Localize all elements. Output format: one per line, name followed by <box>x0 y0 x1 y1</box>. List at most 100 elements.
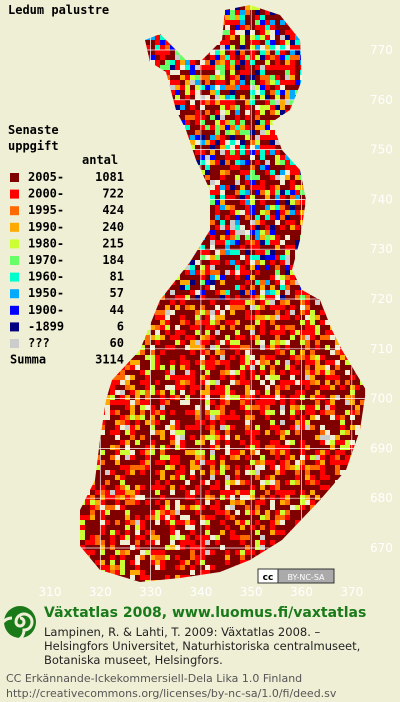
map-cell <box>165 95 170 100</box>
map-cell <box>325 330 330 335</box>
map-cell <box>310 235 315 240</box>
map-cell <box>275 180 280 185</box>
map-cell <box>295 310 300 315</box>
map-cell <box>270 85 275 90</box>
map-cell <box>150 135 155 140</box>
map-cell <box>110 105 115 110</box>
map-cell <box>225 385 230 390</box>
map-cell <box>205 195 210 200</box>
map-cell <box>75 335 80 340</box>
map-cell <box>300 330 305 335</box>
map-cell <box>235 325 240 330</box>
map-cell <box>330 65 335 70</box>
map-cell <box>120 135 125 140</box>
map-cell <box>280 365 285 370</box>
map-cell <box>285 85 290 90</box>
map-cell <box>145 70 150 75</box>
map-cell <box>200 55 205 60</box>
map-cell <box>100 110 105 115</box>
map-cell <box>285 375 290 380</box>
map-cell <box>145 30 150 35</box>
map-cell <box>355 255 360 260</box>
map-cell <box>295 395 300 400</box>
map-cell <box>295 400 300 405</box>
map-cell <box>355 25 360 30</box>
map-cell <box>125 370 130 375</box>
map-cell <box>155 45 160 50</box>
map-cell <box>195 120 200 125</box>
map-cell <box>365 280 366 285</box>
map-cell <box>80 90 85 95</box>
map-cell <box>195 70 200 75</box>
map-cell <box>195 80 200 85</box>
map-cell <box>200 435 205 440</box>
map-cell <box>315 325 320 330</box>
map-cell <box>320 420 325 425</box>
map-cell <box>95 440 100 445</box>
map-cell <box>240 110 245 115</box>
map-cell <box>335 335 340 340</box>
map-cell <box>270 345 275 350</box>
map-cell <box>85 130 90 135</box>
map-cell <box>330 40 335 45</box>
map-cell <box>305 340 310 345</box>
map-cell <box>315 270 320 275</box>
map-cell <box>225 380 230 385</box>
map-cell <box>155 410 160 415</box>
map-cell <box>265 415 270 420</box>
map-cell <box>340 200 345 205</box>
map-cell <box>210 320 215 325</box>
map-cell <box>240 430 245 435</box>
map-cell <box>275 440 280 445</box>
map-cell <box>335 350 340 355</box>
map-cell <box>155 415 160 420</box>
map-cell <box>360 15 365 20</box>
map-cell <box>200 325 205 330</box>
map-cell <box>335 415 340 420</box>
map-cell <box>315 445 320 450</box>
map-cell <box>140 310 145 315</box>
map-cell <box>210 335 215 340</box>
map-cell <box>150 380 155 385</box>
map-cell <box>235 330 240 335</box>
map-cell <box>185 180 190 185</box>
map-cell <box>365 325 366 330</box>
map-cell <box>265 360 270 365</box>
map-cell <box>290 20 295 25</box>
map-cell <box>290 40 295 45</box>
map-cell <box>85 210 90 215</box>
map-cell <box>90 110 95 115</box>
map-cell <box>190 215 195 220</box>
map-cell <box>100 335 105 340</box>
map-cell <box>165 140 170 145</box>
map-cell <box>350 385 355 390</box>
map-cell <box>250 250 255 255</box>
map-cell <box>125 350 130 355</box>
map-cell <box>345 70 350 75</box>
map-cell <box>225 215 230 220</box>
map-cell <box>155 345 160 350</box>
map-cell <box>255 185 260 190</box>
map-cell <box>355 380 360 385</box>
map-cell <box>280 345 285 350</box>
map-cell <box>255 310 260 315</box>
map-cell <box>195 100 200 105</box>
map-cell <box>335 365 340 370</box>
map-cell <box>315 220 320 225</box>
map-cell <box>330 70 335 75</box>
map-cell <box>310 190 315 195</box>
map-cell <box>230 85 235 90</box>
map-cell <box>245 140 250 145</box>
map-cell <box>90 50 95 55</box>
map-cell <box>205 295 210 300</box>
map-cell <box>80 180 85 185</box>
map-cell <box>155 340 160 345</box>
map-cell <box>180 230 185 235</box>
map-cell <box>125 345 130 350</box>
map-cell <box>315 125 320 130</box>
map-cell <box>255 430 260 435</box>
map-cell <box>125 305 130 310</box>
map-cell <box>170 300 175 305</box>
map-cell <box>360 345 365 350</box>
map-cell <box>340 50 345 55</box>
